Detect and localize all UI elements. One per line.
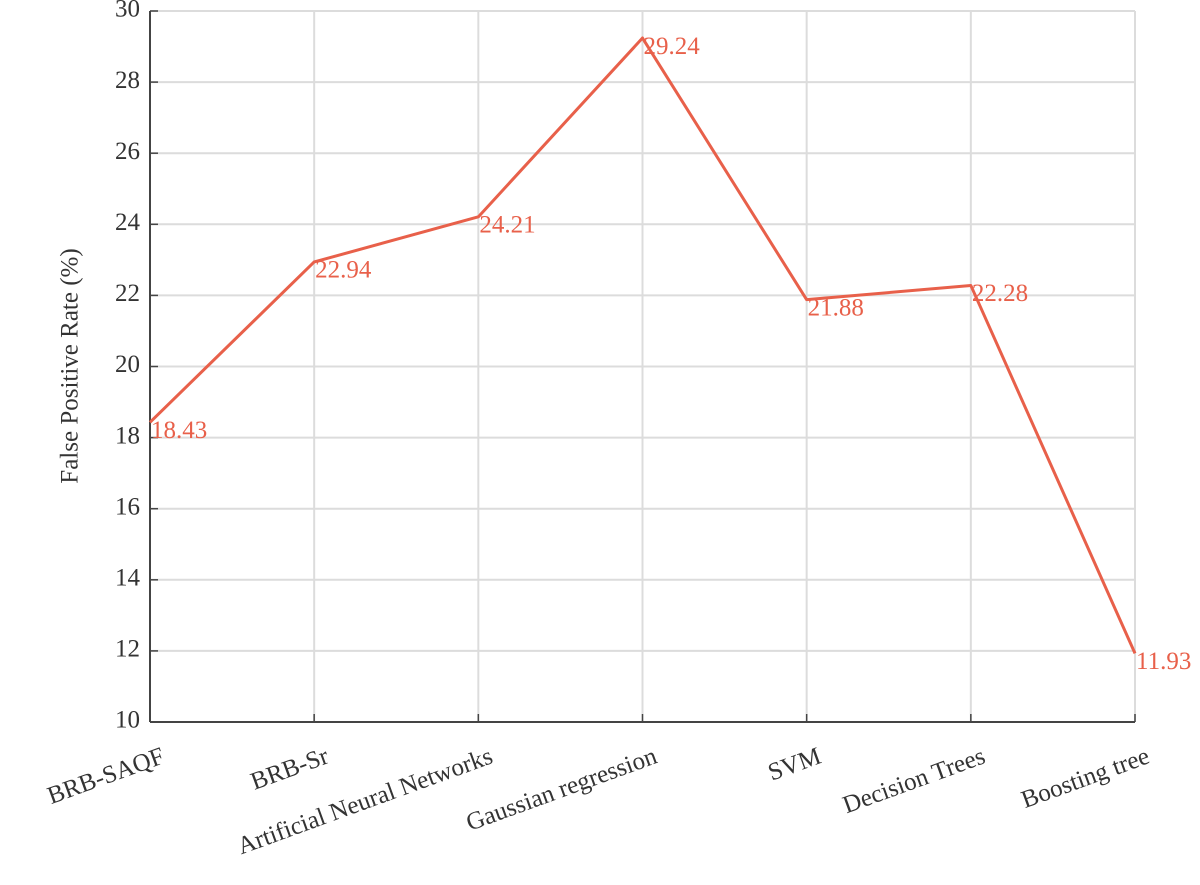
y-tick-label: 24 (115, 209, 141, 236)
data-label: 29.24 (644, 33, 701, 60)
y-tick-label: 14 (115, 565, 141, 592)
data-label: 22.28 (972, 280, 1028, 307)
x-tick-label: Gaussian regression (463, 742, 661, 836)
y-tick-label: 30 (115, 0, 140, 23)
x-tick-label: BRB-SAQF (44, 743, 168, 810)
x-tick-label: Decision Trees (839, 743, 989, 819)
y-tick-label: 26 (115, 138, 140, 165)
x-tick-label: SVM (765, 743, 825, 787)
line (148, 36, 1137, 654)
x-tick-label: BRB-Sr (247, 742, 333, 795)
y-tick-label: 10 (115, 707, 140, 734)
y-tick-label: 16 (115, 493, 140, 520)
data-label: 11.93 (1136, 648, 1191, 675)
y-tick-label: 22 (115, 280, 140, 307)
y-tick-label: 18 (115, 422, 140, 449)
y-tick-label: 20 (115, 351, 140, 378)
data-label: 24.21 (479, 212, 535, 239)
y-axis-label: False Positive Rate (%) (57, 248, 84, 483)
data-label: 22.94 (315, 257, 372, 284)
y-tick-label: 12 (115, 636, 140, 663)
data-label: 21.88 (808, 294, 864, 321)
x-tick-label: Boosting tree (1018, 743, 1153, 814)
data-label: 18.43 (151, 417, 207, 444)
y-tick-label: 28 (115, 67, 140, 94)
